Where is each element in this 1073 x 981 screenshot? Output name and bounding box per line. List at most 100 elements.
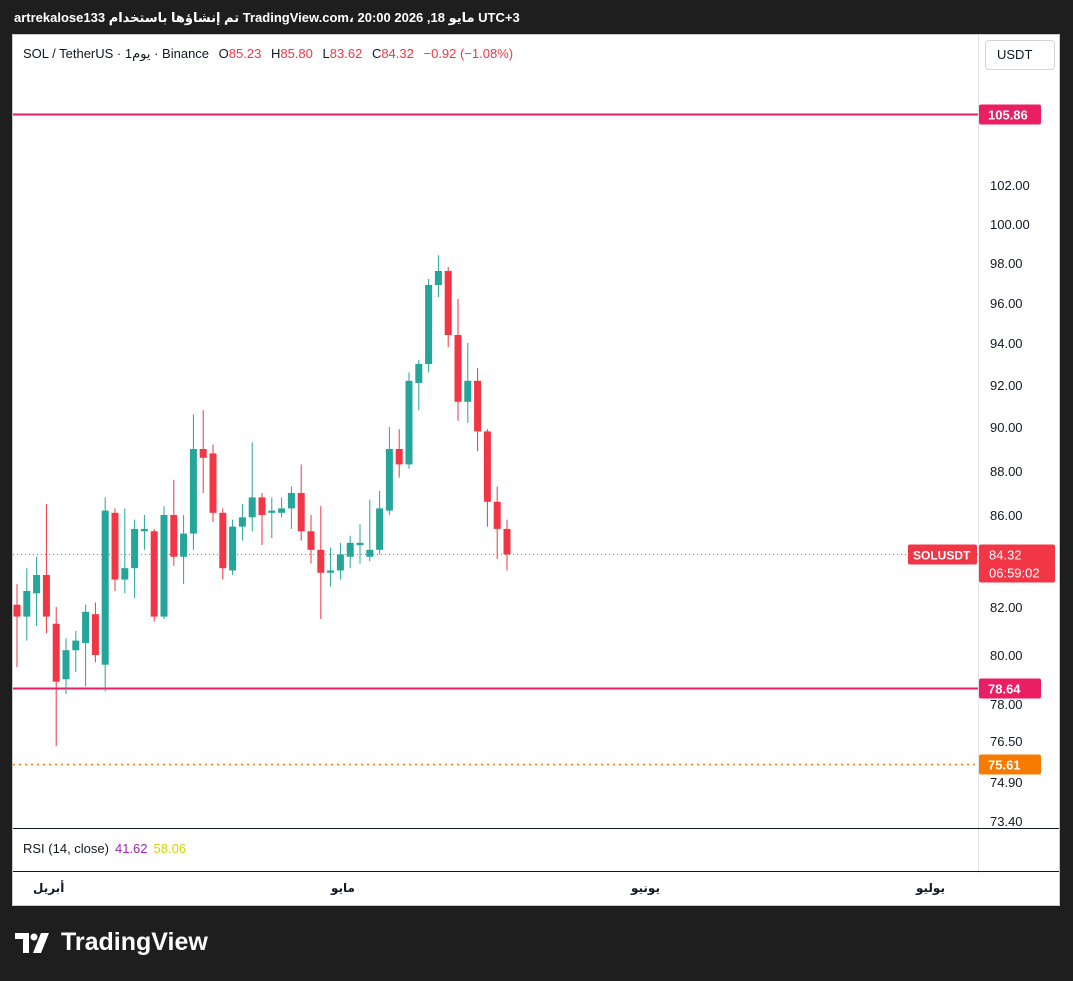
x-label-june: يونيو bbox=[631, 881, 660, 895]
candle-body[interactable] bbox=[101, 510, 109, 665]
candle-body[interactable] bbox=[209, 453, 217, 513]
close-label: C bbox=[371, 46, 382, 61]
y-tick-label: 76.50 bbox=[990, 734, 1023, 749]
countdown-timer: 06:59:02 bbox=[989, 566, 1040, 581]
time-axis-separator bbox=[13, 871, 1059, 872]
y-tick-label: 96.00 bbox=[990, 296, 1023, 311]
candle-body[interactable] bbox=[268, 510, 276, 513]
candle-body[interactable] bbox=[405, 380, 413, 465]
candle-body[interactable] bbox=[503, 528, 511, 555]
rsi-value: 41.62 bbox=[114, 841, 148, 856]
candle-body[interactable] bbox=[366, 549, 374, 557]
price-chart[interactable]: 105.86 78.64 75.61 102.00 100.00 98.00 96.00 94… bbox=[13, 35, 1060, 906]
level-label-2: 75.61 bbox=[988, 758, 1021, 773]
candle-body[interactable] bbox=[425, 285, 433, 364]
open-value: 85.23 bbox=[228, 46, 262, 61]
candle-body[interactable] bbox=[160, 515, 168, 617]
candle-body[interactable] bbox=[346, 542, 354, 557]
tradingview-logo[interactable]: TradingView bbox=[15, 928, 208, 957]
symbol-tag bbox=[908, 544, 977, 565]
x-label-may: مايو bbox=[331, 881, 355, 895]
x-label-april: أبريل bbox=[33, 881, 65, 895]
candle-body[interactable] bbox=[356, 542, 364, 546]
y-tick-label: 78.00 bbox=[990, 697, 1023, 712]
y-tick-label: 90.00 bbox=[990, 420, 1023, 435]
symbol-tag-label: SOLUSDT bbox=[913, 549, 971, 563]
candle-body[interactable] bbox=[297, 493, 305, 532]
candle-body[interactable] bbox=[385, 449, 393, 511]
y-tick-label: 100.00 bbox=[990, 217, 1030, 232]
rsi-label: RSI (14, close) bbox=[23, 841, 109, 856]
candle-body[interactable] bbox=[199, 449, 207, 458]
candle-body[interactable] bbox=[278, 508, 286, 513]
candle-body[interactable] bbox=[464, 380, 472, 402]
change-value: −0.92 (−1.08%) bbox=[423, 46, 514, 61]
candle-body[interactable] bbox=[150, 531, 158, 617]
price-axis-divider bbox=[978, 35, 979, 873]
candle-body[interactable] bbox=[219, 512, 227, 569]
candle-body[interactable] bbox=[180, 533, 188, 557]
open-label: O bbox=[218, 46, 229, 61]
y-tick-label: 94.00 bbox=[990, 336, 1023, 351]
candle-body[interactable] bbox=[376, 508, 384, 550]
currency-button[interactable]: USDT bbox=[985, 40, 1055, 70]
candle-body[interactable] bbox=[483, 431, 491, 502]
candle-body[interactable] bbox=[13, 604, 21, 617]
candle-body[interactable] bbox=[238, 517, 246, 527]
candle-body[interactable] bbox=[140, 528, 148, 532]
symbol-legend: SOL / TetherUS · 1يوم · Binance O85.23 H… bbox=[23, 46, 513, 62]
candle-body[interactable] bbox=[131, 528, 139, 569]
y-tick-label: 86.00 bbox=[990, 508, 1023, 523]
candle-body[interactable] bbox=[444, 271, 452, 335]
low-label: L bbox=[322, 46, 330, 61]
candle-body[interactable] bbox=[307, 531, 315, 550]
rsi-pane-separator[interactable] bbox=[13, 828, 1059, 829]
y-tick-label: 80.00 bbox=[990, 648, 1023, 663]
candle-body[interactable] bbox=[52, 623, 60, 682]
y-tick-label: 92.00 bbox=[990, 378, 1023, 393]
candle-body[interactable] bbox=[91, 614, 99, 655]
candle-body[interactable] bbox=[474, 380, 482, 432]
symbol-label: SOL / TetherUS · 1يوم · Binance bbox=[23, 46, 210, 61]
candle-body[interactable] bbox=[33, 575, 41, 594]
candle-body[interactable] bbox=[258, 497, 266, 515]
level-tag-1 bbox=[979, 678, 1041, 699]
rsi-legend: RSI (14, close) 41.62 58.06 bbox=[23, 841, 186, 856]
candle-body[interactable] bbox=[248, 497, 256, 518]
high-value: 85.80 bbox=[280, 46, 313, 61]
candle-body[interactable] bbox=[82, 611, 90, 643]
level-tag-2 bbox=[979, 754, 1041, 775]
candle-body[interactable] bbox=[72, 640, 80, 651]
tradingview-logo-icon bbox=[15, 932, 49, 953]
candle-body[interactable] bbox=[395, 449, 403, 465]
candle-body[interactable] bbox=[62, 650, 70, 680]
candle-body[interactable] bbox=[415, 364, 423, 383]
last-price-tag bbox=[979, 544, 1055, 583]
y-tick-label: 73.40 bbox=[990, 814, 1023, 829]
low-value: 83.62 bbox=[329, 46, 363, 61]
y-tick-label: 102.00 bbox=[990, 178, 1030, 193]
chart-frame[interactable]: 105.86 78.64 75.61 102.00 100.00 98.00 96.00 94… bbox=[12, 34, 1060, 906]
close-value: 84.32 bbox=[381, 46, 414, 61]
y-tick-label: 82.00 bbox=[990, 600, 1023, 615]
y-tick-label: 74.90 bbox=[990, 775, 1023, 790]
candle-body[interactable] bbox=[336, 554, 344, 571]
candle-body[interactable] bbox=[121, 568, 129, 580]
candle-body[interactable] bbox=[42, 575, 50, 617]
candle-body[interactable] bbox=[23, 591, 31, 617]
level-label-0: 105.86 bbox=[988, 108, 1028, 123]
candle-body[interactable] bbox=[189, 449, 197, 534]
candle-body[interactable] bbox=[327, 570, 335, 573]
brand-name: TradingView bbox=[61, 928, 208, 956]
candle-body[interactable] bbox=[454, 335, 462, 402]
high-label: H bbox=[270, 46, 281, 61]
candle-body[interactable] bbox=[434, 271, 442, 285]
chart-caption: artrekalose133 تم إنشاؤها باستخدام Tradi… bbox=[14, 10, 520, 25]
candle-body[interactable] bbox=[111, 512, 119, 580]
candle-body[interactable] bbox=[493, 501, 501, 529]
candle-body[interactable] bbox=[229, 526, 237, 571]
candle-body[interactable] bbox=[170, 515, 178, 557]
candle-body[interactable] bbox=[317, 549, 325, 573]
x-label-july: يوليو bbox=[916, 881, 945, 895]
candle-body[interactable] bbox=[287, 493, 295, 509]
